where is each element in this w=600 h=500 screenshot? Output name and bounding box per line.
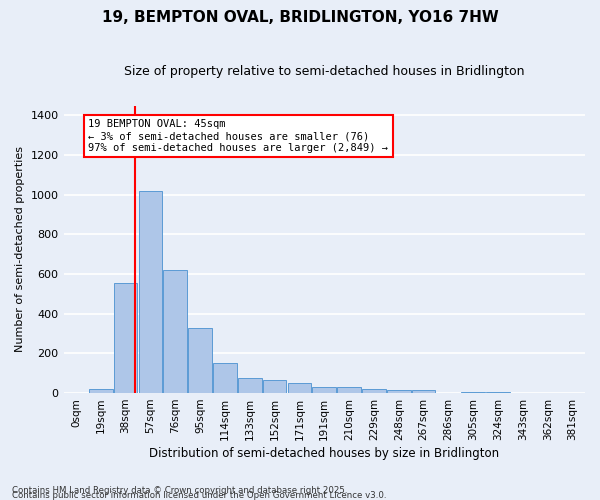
Bar	[213, 363, 237, 393]
Bar	[114, 283, 137, 393]
Text: 19, BEMPTON OVAL, BRIDLINGTON, YO16 7HW: 19, BEMPTON OVAL, BRIDLINGTON, YO16 7HW	[101, 10, 499, 25]
Bar	[263, 380, 286, 393]
Title: Size of property relative to semi-detached houses in Bridlington: Size of property relative to semi-detach…	[124, 65, 524, 78]
Bar	[412, 390, 436, 393]
X-axis label: Distribution of semi-detached houses by size in Bridlington: Distribution of semi-detached houses by …	[149, 447, 499, 460]
Bar	[461, 392, 485, 393]
Text: Contains public sector information licensed under the Open Government Licence v3: Contains public sector information licen…	[12, 491, 386, 500]
Bar	[238, 378, 262, 393]
Bar	[387, 390, 410, 393]
Bar	[139, 191, 162, 393]
Bar	[89, 389, 113, 393]
Y-axis label: Number of semi-detached properties: Number of semi-detached properties	[15, 146, 25, 352]
Text: 19 BEMPTON OVAL: 45sqm
← 3% of semi-detached houses are smaller (76)
97% of semi: 19 BEMPTON OVAL: 45sqm ← 3% of semi-deta…	[88, 120, 388, 152]
Bar	[337, 387, 361, 393]
Bar	[313, 387, 336, 393]
Bar	[486, 392, 510, 393]
Bar	[362, 389, 386, 393]
Bar	[287, 383, 311, 393]
Bar	[188, 328, 212, 393]
Text: Contains HM Land Registry data © Crown copyright and database right 2025.: Contains HM Land Registry data © Crown c…	[12, 486, 347, 495]
Bar	[163, 270, 187, 393]
